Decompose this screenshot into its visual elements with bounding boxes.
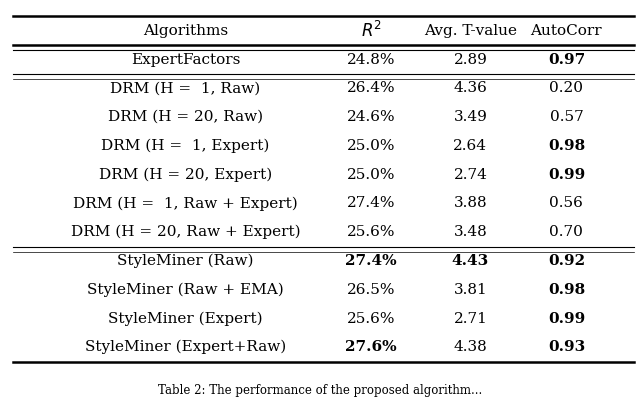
Text: 25.6%: 25.6% bbox=[347, 225, 396, 239]
Text: 3.88: 3.88 bbox=[454, 196, 487, 210]
Text: StyleMiner (Expert+Raw): StyleMiner (Expert+Raw) bbox=[85, 340, 286, 355]
Text: 25.0%: 25.0% bbox=[347, 168, 396, 182]
Text: 0.56: 0.56 bbox=[550, 196, 583, 210]
Text: 0.93: 0.93 bbox=[548, 340, 585, 354]
Text: StyleMiner (Raw + EMA): StyleMiner (Raw + EMA) bbox=[87, 282, 284, 297]
Text: 2.71: 2.71 bbox=[454, 312, 487, 326]
Text: 25.6%: 25.6% bbox=[347, 312, 396, 326]
Text: DRM (H = 20, Raw): DRM (H = 20, Raw) bbox=[108, 110, 263, 124]
Text: 24.8%: 24.8% bbox=[347, 53, 396, 67]
Text: DRM (H =  1, Expert): DRM (H = 1, Expert) bbox=[101, 139, 270, 153]
Text: 0.98: 0.98 bbox=[548, 139, 585, 153]
Text: 26.4%: 26.4% bbox=[347, 81, 396, 95]
Text: 26.5%: 26.5% bbox=[347, 283, 396, 297]
Text: 2.89: 2.89 bbox=[454, 53, 487, 67]
Text: $R^2$: $R^2$ bbox=[361, 21, 381, 41]
Text: 4.43: 4.43 bbox=[452, 254, 489, 268]
Text: StyleMiner (Expert): StyleMiner (Expert) bbox=[108, 311, 263, 326]
Text: 0.57: 0.57 bbox=[550, 110, 583, 124]
Text: ExpertFactors: ExpertFactors bbox=[131, 53, 240, 67]
Text: DRM (H =  1, Raw): DRM (H = 1, Raw) bbox=[111, 81, 260, 95]
Text: 0.92: 0.92 bbox=[548, 254, 585, 268]
Text: Algorithms: Algorithms bbox=[143, 24, 228, 38]
Text: 0.70: 0.70 bbox=[550, 225, 583, 239]
Text: Avg. T-value: Avg. T-value bbox=[424, 24, 517, 38]
Text: DRM (H = 20, Raw + Expert): DRM (H = 20, Raw + Expert) bbox=[71, 225, 300, 240]
Text: 2.74: 2.74 bbox=[454, 168, 487, 182]
Text: DRM (H = 20, Expert): DRM (H = 20, Expert) bbox=[99, 167, 272, 182]
Text: 25.0%: 25.0% bbox=[347, 139, 396, 153]
Text: 0.99: 0.99 bbox=[548, 312, 585, 326]
Text: 0.99: 0.99 bbox=[548, 168, 585, 182]
Text: 2.64: 2.64 bbox=[453, 139, 488, 153]
Text: 3.49: 3.49 bbox=[454, 110, 487, 124]
Text: Table 2: The performance of the proposed algorithm...: Table 2: The performance of the proposed… bbox=[158, 384, 482, 397]
Text: 0.97: 0.97 bbox=[548, 53, 585, 67]
Text: 27.4%: 27.4% bbox=[346, 254, 397, 268]
Text: 0.20: 0.20 bbox=[549, 81, 584, 95]
Text: 27.6%: 27.6% bbox=[346, 340, 397, 354]
Text: 4.36: 4.36 bbox=[454, 81, 487, 95]
Text: 27.4%: 27.4% bbox=[347, 196, 396, 210]
Text: DRM (H =  1, Raw + Expert): DRM (H = 1, Raw + Expert) bbox=[73, 196, 298, 211]
Text: 4.38: 4.38 bbox=[454, 340, 487, 354]
Text: 3.81: 3.81 bbox=[454, 283, 487, 297]
Text: 3.48: 3.48 bbox=[454, 225, 487, 239]
Text: 0.98: 0.98 bbox=[548, 283, 585, 297]
Text: StyleMiner (Raw): StyleMiner (Raw) bbox=[117, 254, 254, 268]
Text: AutoCorr: AutoCorr bbox=[531, 24, 602, 38]
Text: 24.6%: 24.6% bbox=[347, 110, 396, 124]
